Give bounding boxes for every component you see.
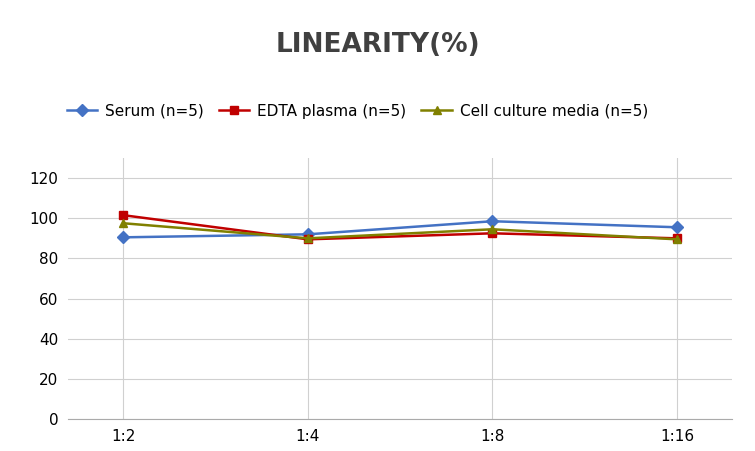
EDTA plasma (n=5): [119, 212, 128, 218]
EDTA plasma (n=5): [304, 237, 313, 242]
Cell culture media (n=5): [488, 226, 497, 232]
Serum (n=5): [488, 219, 497, 224]
Cell culture media (n=5): [304, 235, 313, 241]
Cell culture media (n=5): [119, 221, 128, 226]
Line: EDTA plasma (n=5): EDTA plasma (n=5): [119, 211, 681, 244]
Line: Serum (n=5): Serum (n=5): [119, 217, 681, 241]
Serum (n=5): [673, 225, 682, 230]
Text: LINEARITY(%): LINEARITY(%): [275, 32, 480, 58]
Serum (n=5): [119, 235, 128, 240]
Legend: Serum (n=5), EDTA plasma (n=5), Cell culture media (n=5): Serum (n=5), EDTA plasma (n=5), Cell cul…: [60, 98, 654, 125]
Cell culture media (n=5): [673, 237, 682, 242]
Serum (n=5): [304, 232, 313, 237]
Line: Cell culture media (n=5): Cell culture media (n=5): [119, 219, 681, 244]
EDTA plasma (n=5): [673, 235, 682, 241]
EDTA plasma (n=5): [488, 230, 497, 236]
